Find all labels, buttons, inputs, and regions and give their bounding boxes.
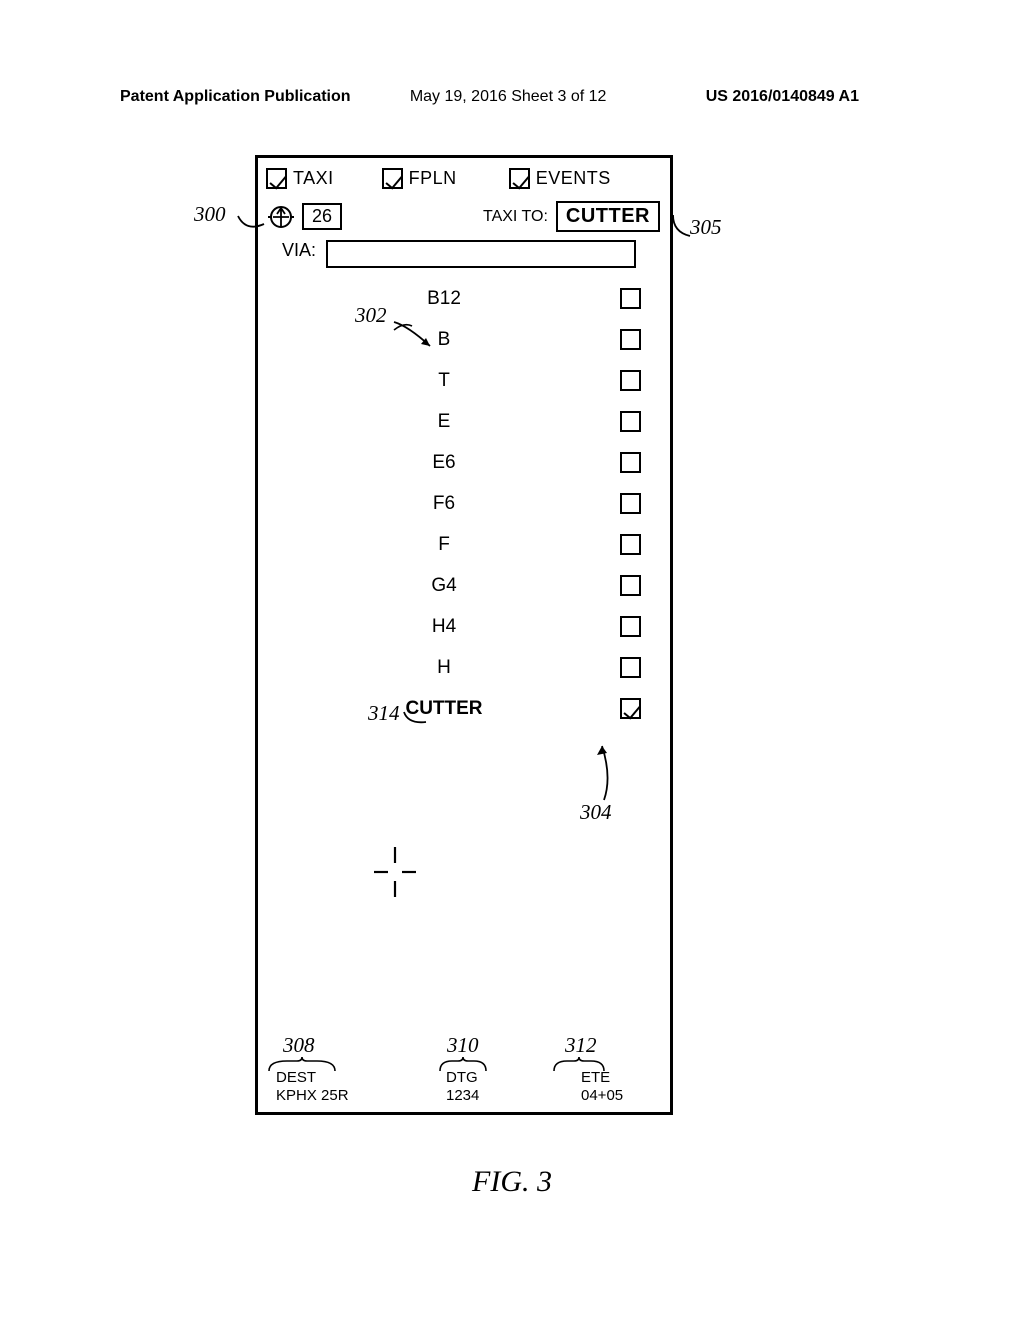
via-input[interactable] <box>326 240 636 268</box>
aircraft-icon <box>268 204 294 230</box>
bracket-308 <box>267 1057 337 1075</box>
checkbox-icon <box>266 168 287 189</box>
waypoint-row[interactable]: CUTTER <box>258 688 670 729</box>
footer-value: 04+05 <box>581 1087 660 1106</box>
callout-314: 314 <box>368 701 400 726</box>
lead-304-arrow <box>592 742 622 802</box>
checkbox-icon <box>382 168 403 189</box>
waypoint-row[interactable]: T <box>258 360 670 401</box>
bracket-312 <box>552 1057 606 1075</box>
tab-label: TAXI <box>293 168 334 189</box>
bracket-310 <box>438 1057 488 1075</box>
origin-gate[interactable]: 26 <box>302 203 342 230</box>
checkbox-icon[interactable] <box>620 698 641 719</box>
footer-value: KPHX 25R <box>276 1087 436 1106</box>
checkbox-icon[interactable] <box>620 329 641 350</box>
lead-302-arrow <box>390 318 440 353</box>
footer-value: 1234 <box>446 1087 581 1106</box>
waypoint-row[interactable]: F <box>258 524 670 565</box>
display-frame: TAXI FPLN EVENTS 26 TAXI TO: CUTTER VIA:… <box>255 155 673 1115</box>
lead-305 <box>670 212 700 242</box>
page-header: Patent Application Publication May 19, 2… <box>0 88 1024 106</box>
waypoint-row[interactable]: G4 <box>258 565 670 606</box>
checkbox-icon[interactable] <box>620 411 641 432</box>
origin-row: 26 TAXI TO: CUTTER <box>258 189 670 232</box>
waypoint-row[interactable]: H <box>258 647 670 688</box>
taxi-to-label: TAXI TO: <box>483 208 548 226</box>
tab-row: TAXI FPLN EVENTS <box>258 158 670 189</box>
waypoint-row[interactable]: F6 <box>258 483 670 524</box>
waypoint-row[interactable]: E6 <box>258 442 670 483</box>
waypoint-row[interactable]: E <box>258 401 670 442</box>
checkbox-icon[interactable] <box>620 493 641 514</box>
waypoint-label: T <box>258 370 590 392</box>
tab-label: FPLN <box>409 168 457 189</box>
checkbox-icon <box>509 168 530 189</box>
via-label: VIA: <box>282 240 316 261</box>
header-publication: Patent Application Publication <box>120 88 351 106</box>
end-of-route-icon <box>370 847 420 897</box>
checkbox-icon[interactable] <box>620 657 641 678</box>
callout-310: 310 <box>447 1033 479 1058</box>
waypoint-label: H4 <box>258 616 590 638</box>
waypoint-label: B12 <box>258 288 590 310</box>
via-row: VIA: <box>258 232 670 268</box>
waypoint-label: G4 <box>258 575 590 597</box>
checkbox-icon[interactable] <box>620 370 641 391</box>
figure-caption: FIG. 3 <box>0 1165 1024 1199</box>
waypoint-row[interactable]: H4 <box>258 606 670 647</box>
checkbox-icon[interactable] <box>620 288 641 309</box>
waypoint-row[interactable]: B12 <box>258 278 670 319</box>
header-date-sheet: May 19, 2016 Sheet 3 of 12 <box>410 88 607 106</box>
checkbox-icon[interactable] <box>620 616 641 637</box>
tab-label: EVENTS <box>536 168 611 189</box>
waypoint-list: B12 B T E E6 F6 F G4 <box>258 268 670 729</box>
waypoint-label: E6 <box>258 452 590 474</box>
tab-fpln[interactable]: FPLN <box>382 168 457 189</box>
callout-300: 300 <box>194 202 226 227</box>
checkbox-icon[interactable] <box>620 575 641 596</box>
waypoint-label: F6 <box>258 493 590 515</box>
checkbox-icon[interactable] <box>620 534 641 555</box>
callout-304: 304 <box>580 800 612 825</box>
taxi-to-value[interactable]: CUTTER <box>556 201 660 232</box>
tab-events[interactable]: EVENTS <box>509 168 611 189</box>
checkbox-icon[interactable] <box>620 452 641 473</box>
callout-312: 312 <box>565 1033 597 1058</box>
callout-308: 308 <box>283 1033 315 1058</box>
waypoint-label: F <box>258 534 590 556</box>
waypoint-label: H <box>258 657 590 679</box>
callout-302: 302 <box>355 303 387 328</box>
lead-314 <box>402 710 432 728</box>
tab-taxi[interactable]: TAXI <box>266 168 334 189</box>
waypoint-row[interactable]: B <box>258 319 670 360</box>
waypoint-label: E <box>258 411 590 433</box>
header-pub-number: US 2016/0140849 A1 <box>706 88 859 106</box>
